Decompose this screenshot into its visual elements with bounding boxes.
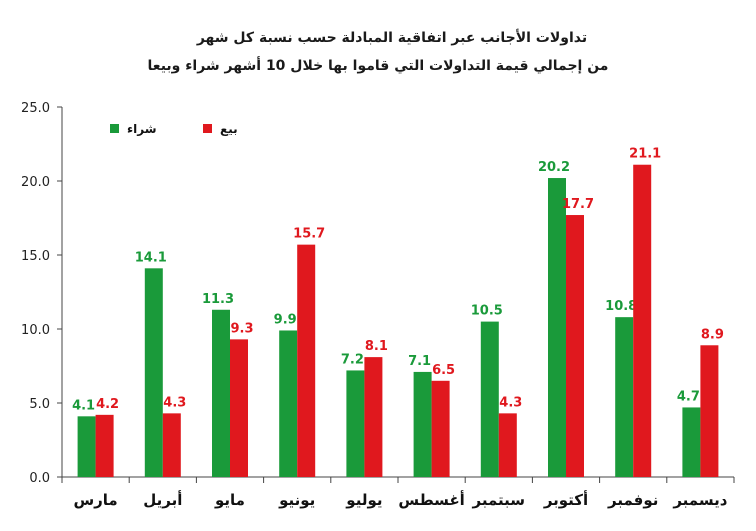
data-label: 8.1 — [365, 339, 388, 354]
data-label: 4.1 — [72, 398, 95, 413]
x-tick-label: نوفمبر — [607, 491, 658, 509]
bar-buy — [279, 330, 298, 477]
chart-subtitle: من إجمالي قيمة التداولات التي قاموا بها … — [148, 56, 609, 74]
data-label: 7.2 — [341, 352, 364, 367]
bar-buy — [77, 416, 96, 477]
data-label: 9.3 — [230, 321, 253, 336]
bar-sell — [566, 215, 584, 478]
chart-title: تداولات الأجانب عبر اتفاقية المبادلة حسب… — [196, 29, 587, 46]
bar-buy — [346, 370, 365, 477]
y-tick-label: 5.0 — [29, 397, 50, 412]
legend-label: بيع — [220, 122, 238, 136]
bar-buy — [615, 317, 634, 477]
data-label: 4.2 — [96, 397, 119, 412]
y-tick-label: 10.0 — [21, 323, 50, 338]
data-label: 14.1 — [135, 250, 167, 265]
data-label: 15.7 — [293, 227, 325, 242]
bar-sell — [297, 244, 316, 477]
x-tick-label: سبتمبر — [472, 491, 526, 509]
data-label: 4.3 — [499, 395, 522, 410]
bar-sell — [162, 413, 181, 477]
bar-sell — [633, 164, 652, 477]
data-label: 10.8 — [605, 299, 637, 314]
data-label: 8.9 — [701, 327, 724, 342]
bar-sell — [700, 345, 719, 477]
legend-label: شراء — [127, 122, 157, 136]
x-tick-label: أغسطس — [398, 490, 464, 509]
bar-buy — [682, 407, 701, 477]
bar-buy — [548, 178, 566, 478]
x-tick-label: أكتوبر — [543, 490, 588, 509]
data-label: 11.3 — [202, 292, 234, 307]
bar-buy — [212, 309, 230, 477]
data-label: 10.5 — [471, 304, 503, 319]
data-label: 4.7 — [677, 389, 700, 404]
x-tick-label: مايو — [214, 491, 245, 509]
bar-sell — [95, 414, 114, 477]
bar-buy — [144, 268, 163, 477]
data-label: 7.1 — [408, 354, 431, 369]
legend-swatch — [203, 124, 212, 133]
x-tick-label: أبريل — [143, 490, 182, 509]
legend-swatch — [110, 124, 119, 133]
y-tick-label: 0.0 — [29, 471, 50, 486]
bar-sell — [431, 380, 450, 477]
x-tick-label: يونيو — [278, 491, 315, 509]
x-tick-label: يوليو — [345, 491, 382, 509]
data-label: 6.5 — [432, 363, 455, 378]
data-label: 20.2 — [538, 160, 570, 175]
y-tick-label: 25.0 — [21, 101, 50, 116]
data-label: 9.9 — [274, 312, 297, 327]
axes: 0.0 5.0 10.0 15.0 20.0 25.0 مارس أبريل مايو يونيو… — [21, 101, 735, 509]
bars: 4.1 4.2 14.1 4.3 11.3 9.3 9.9 15.7 7.28.1 7.16.5 1… — [72, 147, 724, 478]
bar-buy — [480, 321, 499, 477]
x-tick-label: ديسمبر — [672, 491, 727, 509]
data-label: 21.1 — [629, 147, 661, 162]
data-label: 4.3 — [163, 395, 186, 410]
bar-sell — [498, 413, 517, 477]
y-tick-label: 15.0 — [21, 249, 50, 264]
bar-sell — [364, 357, 383, 477]
y-tick-label: 20.0 — [21, 175, 50, 190]
x-tick-label: مارس — [73, 491, 117, 509]
bar-sell — [230, 339, 248, 477]
data-label: 17.7 — [562, 197, 594, 212]
legend: شراء بيع — [110, 122, 238, 136]
bar-buy — [413, 371, 432, 477]
